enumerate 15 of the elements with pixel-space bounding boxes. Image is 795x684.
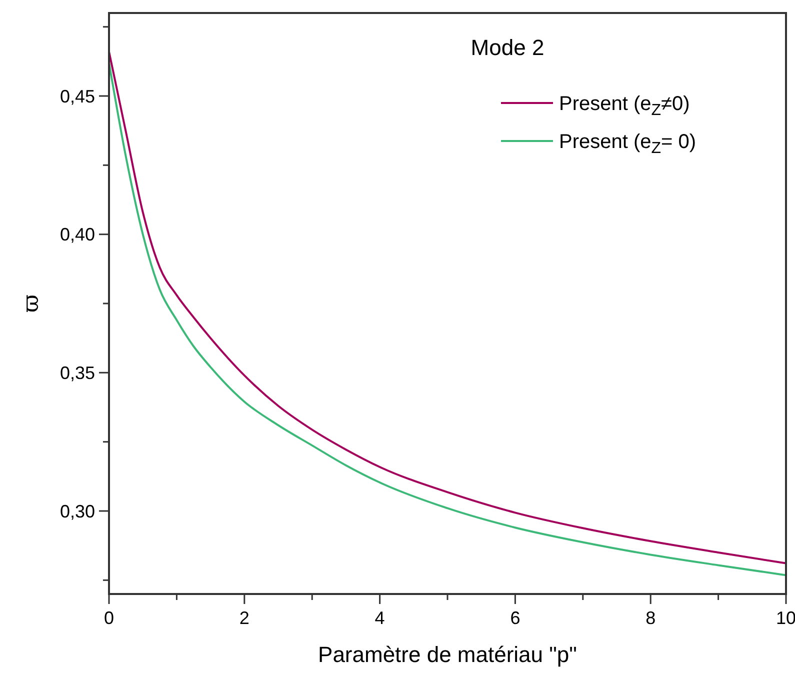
text: Mode 2 xyxy=(470,35,544,60)
x-axis-title: Paramètre de matériau "p" xyxy=(318,642,577,667)
x-tick-label: 2 xyxy=(239,608,250,628)
legend-label: Present (e$_{Z}$≠0) xyxy=(559,93,690,119)
x-tick-label: 0 xyxy=(104,608,114,628)
legend-label: Present (e$_{Z}$= 0) xyxy=(559,131,696,157)
y-axis-title: ϖ xyxy=(19,294,44,312)
y-tick-label: 0,45 xyxy=(60,86,95,106)
y-tick-label: 0,35 xyxy=(60,362,95,383)
x-tick-label: 4 xyxy=(374,608,385,628)
y-tick-label: 0,30 xyxy=(60,501,95,522)
y-tick-label: 0,40 xyxy=(60,224,95,245)
x-tick-label: 6 xyxy=(510,608,520,628)
x-tick-label: 10 xyxy=(776,608,795,628)
x-tick-label: 8 xyxy=(646,608,656,628)
